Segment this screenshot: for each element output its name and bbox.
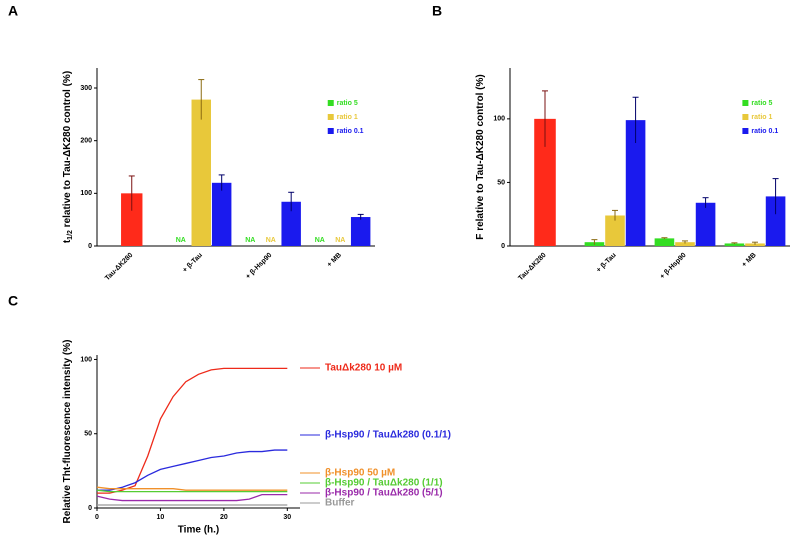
panel-letter: B xyxy=(432,3,442,19)
series-label: β-Hsp90 / TauΔk280 (0.1/1) xyxy=(325,430,451,441)
panel-letter: A xyxy=(8,3,18,19)
x-tick-label: + β-Tau xyxy=(595,252,617,274)
y-axis-label-part: F relative to Tau-ΔK280 control (%) xyxy=(475,74,486,239)
x-tick-label: + MB xyxy=(741,252,758,269)
legend-swatch xyxy=(742,100,749,106)
series-label: β-Hsp90 / TauΔk280 (1/1) xyxy=(325,478,443,489)
legend-swatch xyxy=(742,114,749,120)
y-axis-label: t1/2 relative to Tau-ΔK280 control (%) xyxy=(62,71,74,243)
legend-swatch xyxy=(742,128,749,134)
bar xyxy=(281,201,301,246)
x-tick-label: 30 xyxy=(283,514,291,521)
y-axis-label-part: t xyxy=(62,239,73,243)
y-axis-label-part: relative to Tau-ΔK280 control (%) xyxy=(62,71,73,230)
y-axis-label-sub: 1/2 xyxy=(67,230,74,240)
value-label: NA xyxy=(176,237,186,244)
panel-letter: C xyxy=(8,293,18,309)
legend-label: ratio 5 xyxy=(337,100,358,107)
value-label: NA xyxy=(315,237,325,244)
y-tick-label: 0 xyxy=(501,243,505,250)
y-axis-label: F relative to Tau-ΔK280 control (%) xyxy=(475,74,486,239)
y-tick-label: 100 xyxy=(493,116,505,123)
y-tick-label: 50 xyxy=(497,179,505,186)
line xyxy=(96,493,288,502)
bar xyxy=(765,196,786,246)
line xyxy=(97,367,288,494)
legend-label: ratio 1 xyxy=(337,114,358,121)
y-axis-label-part: Relative Tht-fluorescence intensity (%) xyxy=(62,340,73,524)
y-tick-label: 100 xyxy=(80,356,92,363)
x-tick-label: + β-Hsp90 xyxy=(245,252,274,281)
line xyxy=(97,449,288,491)
legend-label: ratio 0.1 xyxy=(751,128,778,135)
bar xyxy=(724,243,745,246)
legend-swatch xyxy=(327,128,334,134)
x-tick-label: 10 xyxy=(157,514,165,521)
bar xyxy=(695,202,716,246)
bar xyxy=(654,238,675,246)
y-tick-label: 0 xyxy=(88,243,92,250)
series-label: Buffer xyxy=(325,498,355,509)
bar xyxy=(191,99,211,247)
bar xyxy=(211,182,232,246)
y-tick-label: 300 xyxy=(80,85,92,92)
y-tick-label: 100 xyxy=(80,190,92,197)
value-label: NA xyxy=(266,237,276,244)
x-tick-label: Tau-ΔK280 xyxy=(104,252,134,282)
series-label: β-Hsp90 50 µM xyxy=(325,468,395,479)
legend-label: ratio 1 xyxy=(751,114,772,121)
x-tick-label: 20 xyxy=(220,514,228,521)
value-label: NA xyxy=(245,237,255,244)
bar xyxy=(625,120,646,246)
x-tick-label: 0 xyxy=(95,514,99,521)
bar xyxy=(675,242,695,246)
x-tick-label: + β-Tau xyxy=(182,252,204,274)
value-label: NA xyxy=(335,237,345,244)
legend-label: ratio 0.1 xyxy=(337,128,364,135)
x-axis-label: Time (h.) xyxy=(178,525,219,536)
bar xyxy=(534,118,556,246)
line xyxy=(96,489,288,493)
y-tick-label: 50 xyxy=(84,431,92,438)
line xyxy=(96,486,288,491)
y-tick-label: 200 xyxy=(80,138,92,145)
x-tick-label: + β-Hsp90 xyxy=(659,252,688,281)
legend-swatch xyxy=(327,100,334,106)
legend-swatch xyxy=(327,114,334,120)
x-tick-label: Tau-ΔK280 xyxy=(517,252,547,282)
bar xyxy=(350,217,371,246)
bar xyxy=(605,215,625,246)
bar xyxy=(121,193,143,246)
series-label: TauΔk280 10 µM xyxy=(325,363,402,374)
series-label: β-Hsp90 / TauΔk280 (5/1) xyxy=(325,488,443,499)
legend-label: ratio 5 xyxy=(751,100,772,107)
x-tick-label: + MB xyxy=(326,252,343,269)
y-tick-label: 0 xyxy=(88,505,92,512)
y-axis-label: Relative Tht-fluorescence intensity (%) xyxy=(62,340,73,524)
